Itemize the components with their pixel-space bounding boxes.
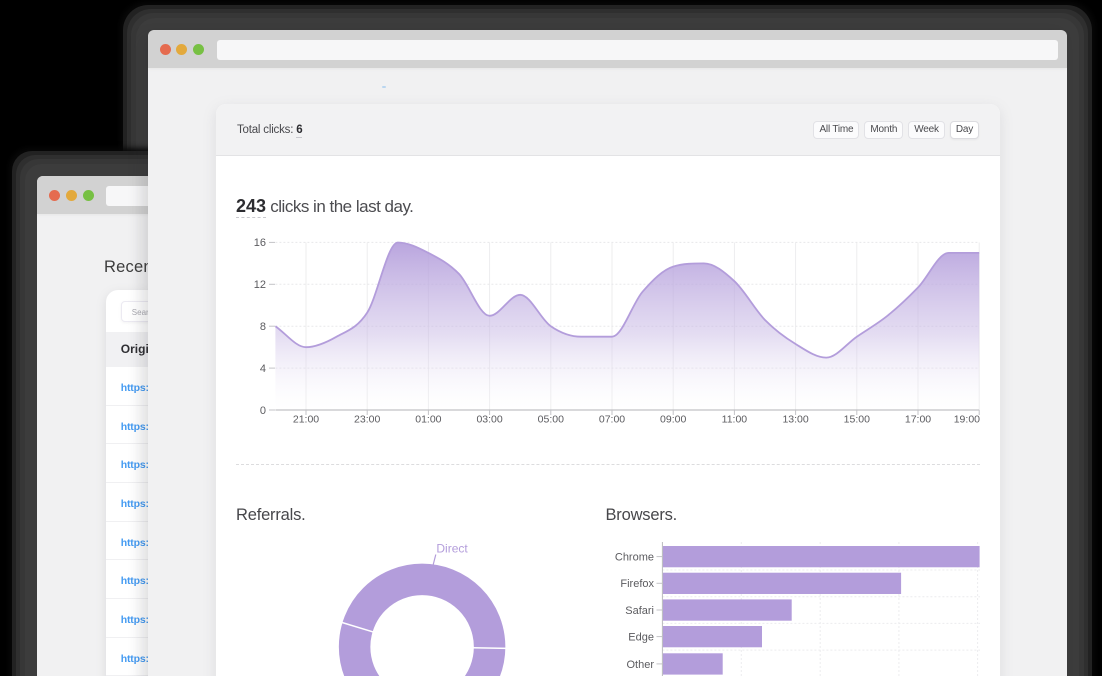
svg-text:4: 4 [260, 363, 266, 375]
svg-text:0: 0 [260, 405, 266, 417]
svg-text:03:00: 03:00 [476, 414, 502, 426]
svg-text:16: 16 [254, 237, 266, 249]
svg-text:21:00: 21:00 [293, 414, 319, 426]
svg-text:17:00: 17:00 [905, 414, 931, 426]
svg-text:Direct: Direct [436, 541, 468, 555]
svg-text:Edge: Edge [628, 632, 654, 644]
svg-text:Firefox: Firefox [620, 578, 654, 590]
svg-text:11:00: 11:00 [722, 414, 748, 426]
svg-text:19:00: 19:00 [954, 414, 980, 426]
svg-text:13:00: 13:00 [782, 414, 808, 426]
svg-text:Safari: Safari [625, 605, 654, 617]
svg-text:12: 12 [254, 279, 266, 291]
svg-text:07:00: 07:00 [599, 414, 625, 426]
svg-text:15:00: 15:00 [844, 414, 870, 426]
svg-text:8: 8 [260, 321, 266, 333]
svg-text:23:00: 23:00 [354, 414, 380, 426]
svg-text:01:00: 01:00 [415, 414, 441, 426]
svg-text:Chrome: Chrome [615, 552, 654, 564]
svg-text:09:00: 09:00 [660, 414, 686, 426]
svg-text:Other: Other [626, 659, 654, 671]
svg-text:05:00: 05:00 [538, 414, 564, 426]
